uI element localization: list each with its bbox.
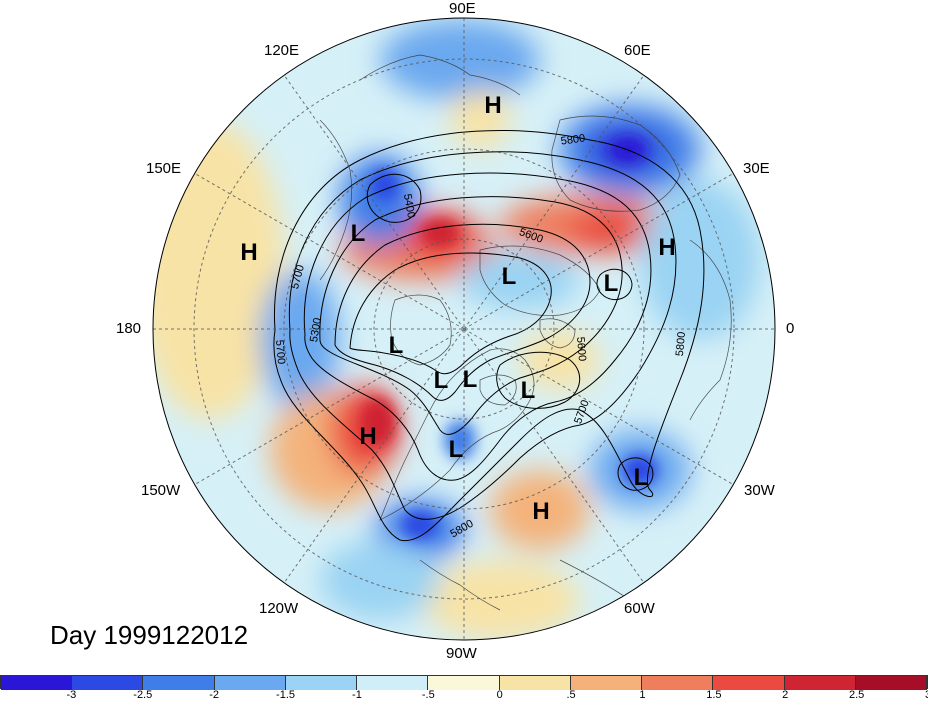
colorbar-swatch	[72, 676, 144, 690]
high-pressure-marker: H	[240, 239, 258, 266]
colorbar-swatch	[784, 676, 856, 690]
low-pressure-marker: L	[350, 220, 366, 247]
lon-label-120e: 120E	[264, 42, 300, 59]
high-pressure-marker: H	[658, 234, 676, 261]
colorbar-tick-label: 2.5	[848, 689, 865, 701]
colorbar-tick-label: -3	[66, 689, 77, 701]
lon-label-150e: 150E	[146, 160, 182, 177]
low-pressure-marker: L	[388, 332, 404, 359]
lon-label-0: 0	[786, 320, 795, 337]
colorbar-tick-label: 1.5	[706, 689, 722, 701]
colorbar-swatch	[143, 676, 215, 690]
low-pressure-marker: L	[501, 263, 517, 290]
high-pressure-marker: H	[484, 92, 502, 119]
colorbar-swatch	[285, 676, 358, 690]
colorbar-tick-label: -1	[352, 689, 362, 701]
lon-label-30w: 30W	[744, 482, 775, 499]
lon-label-180: 180	[116, 320, 142, 337]
colorbar-swatch	[214, 676, 286, 690]
lon-label-90e: 90E	[449, 0, 476, 17]
colorbar-swatch	[1, 676, 73, 690]
low-pressure-marker: L	[448, 436, 464, 463]
lon-label-150w: 150W	[141, 482, 181, 499]
colorbar-tick-label: -.5	[421, 689, 435, 701]
colorbar-swatch	[570, 676, 643, 690]
high-pressure-marker: H	[532, 498, 550, 525]
lon-label-120w: 120W	[259, 600, 299, 617]
colorbar-tick-label: -1.5	[276, 689, 296, 701]
low-pressure-marker: L	[462, 366, 478, 393]
colorbar-tick-label: 3	[925, 689, 928, 701]
contour-label: 5700	[272, 339, 288, 365]
colorbar-tick-label: 0	[496, 689, 503, 701]
low-pressure-marker: L	[433, 367, 449, 394]
date-label: Day 1999122012	[50, 620, 249, 650]
contour-label: 5600	[573, 336, 589, 362]
colorbar-tick-label: .5	[566, 689, 576, 701]
colorbar-swatch	[713, 676, 785, 690]
low-pressure-marker: L	[603, 270, 619, 297]
lon-label-30e: 30E	[743, 160, 770, 177]
low-pressure-marker: L	[520, 377, 536, 404]
colorbar-tick-label: 1	[639, 689, 646, 701]
colorbar-tick-label: -2.5	[133, 689, 153, 701]
colorbar-swatch	[855, 676, 928, 690]
colorbar-tick-label: -2	[209, 689, 220, 701]
colorbar	[0, 675, 928, 690]
colorbar-swatch	[642, 676, 714, 690]
lon-label-90w: 90W	[446, 645, 477, 662]
colorbar-swatch	[357, 676, 429, 690]
high-pressure-marker: H	[359, 423, 377, 450]
lon-label-60e: 60E	[624, 42, 651, 59]
colorbar-tick-label: 2	[782, 689, 789, 701]
low-pressure-marker: L	[633, 464, 649, 491]
colorbar-swatch	[428, 676, 500, 690]
lon-label-60w: 60W	[624, 600, 655, 617]
contour-label: 5800	[673, 331, 689, 357]
colorbar-swatch	[499, 676, 571, 690]
